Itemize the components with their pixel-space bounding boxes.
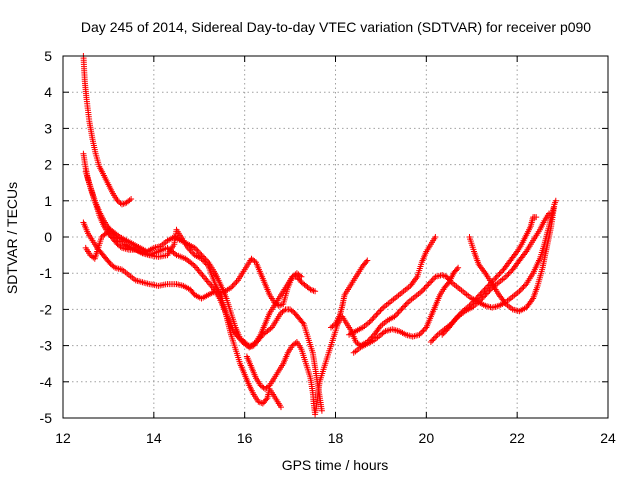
x-axis-label: GPS time / hours (282, 457, 389, 473)
x-tick-label: 16 (237, 430, 253, 446)
y-tick-label: 1 (44, 193, 52, 209)
y-tick-label: -4 (40, 374, 53, 390)
series-track-6 (243, 205, 557, 418)
x-tick-label: 18 (328, 430, 344, 446)
series-track-7 (328, 257, 371, 331)
series-track-5 (82, 226, 325, 414)
plus-markers (243, 205, 557, 418)
series-track-12 (466, 197, 559, 315)
y-tick-label: -1 (40, 265, 53, 281)
y-tick-label: 2 (44, 157, 52, 173)
y-axis-label: SDTVAR / TECUs (4, 182, 20, 294)
plus-markers (346, 234, 439, 338)
plus-markers (328, 257, 371, 331)
y-tick-label: 0 (44, 229, 52, 245)
plus-markers (466, 197, 559, 315)
y-tick-label: -3 (40, 338, 53, 354)
data-marks (80, 53, 559, 418)
series-track-9 (346, 234, 439, 338)
x-tick-label: 22 (509, 430, 525, 446)
x-tick-label: 12 (55, 430, 71, 446)
plus-markers (82, 226, 325, 414)
x-tick-label: 20 (419, 430, 435, 446)
y-tick-label: 5 (44, 48, 52, 64)
grid (63, 56, 608, 418)
y-tick-label: 3 (44, 120, 52, 136)
x-tick-label: 24 (600, 430, 616, 446)
plus-markers (350, 264, 462, 356)
y-tick-label: -2 (40, 301, 53, 317)
axis-ticks (62, 55, 609, 419)
series-track-8 (350, 264, 462, 356)
chart-title: Day 245 of 2014, Sidereal Day-to-day VTE… (81, 19, 591, 35)
x-tick-label: 14 (146, 430, 162, 446)
y-tick-label: 4 (44, 84, 52, 100)
y-tick-label: -5 (40, 410, 53, 426)
